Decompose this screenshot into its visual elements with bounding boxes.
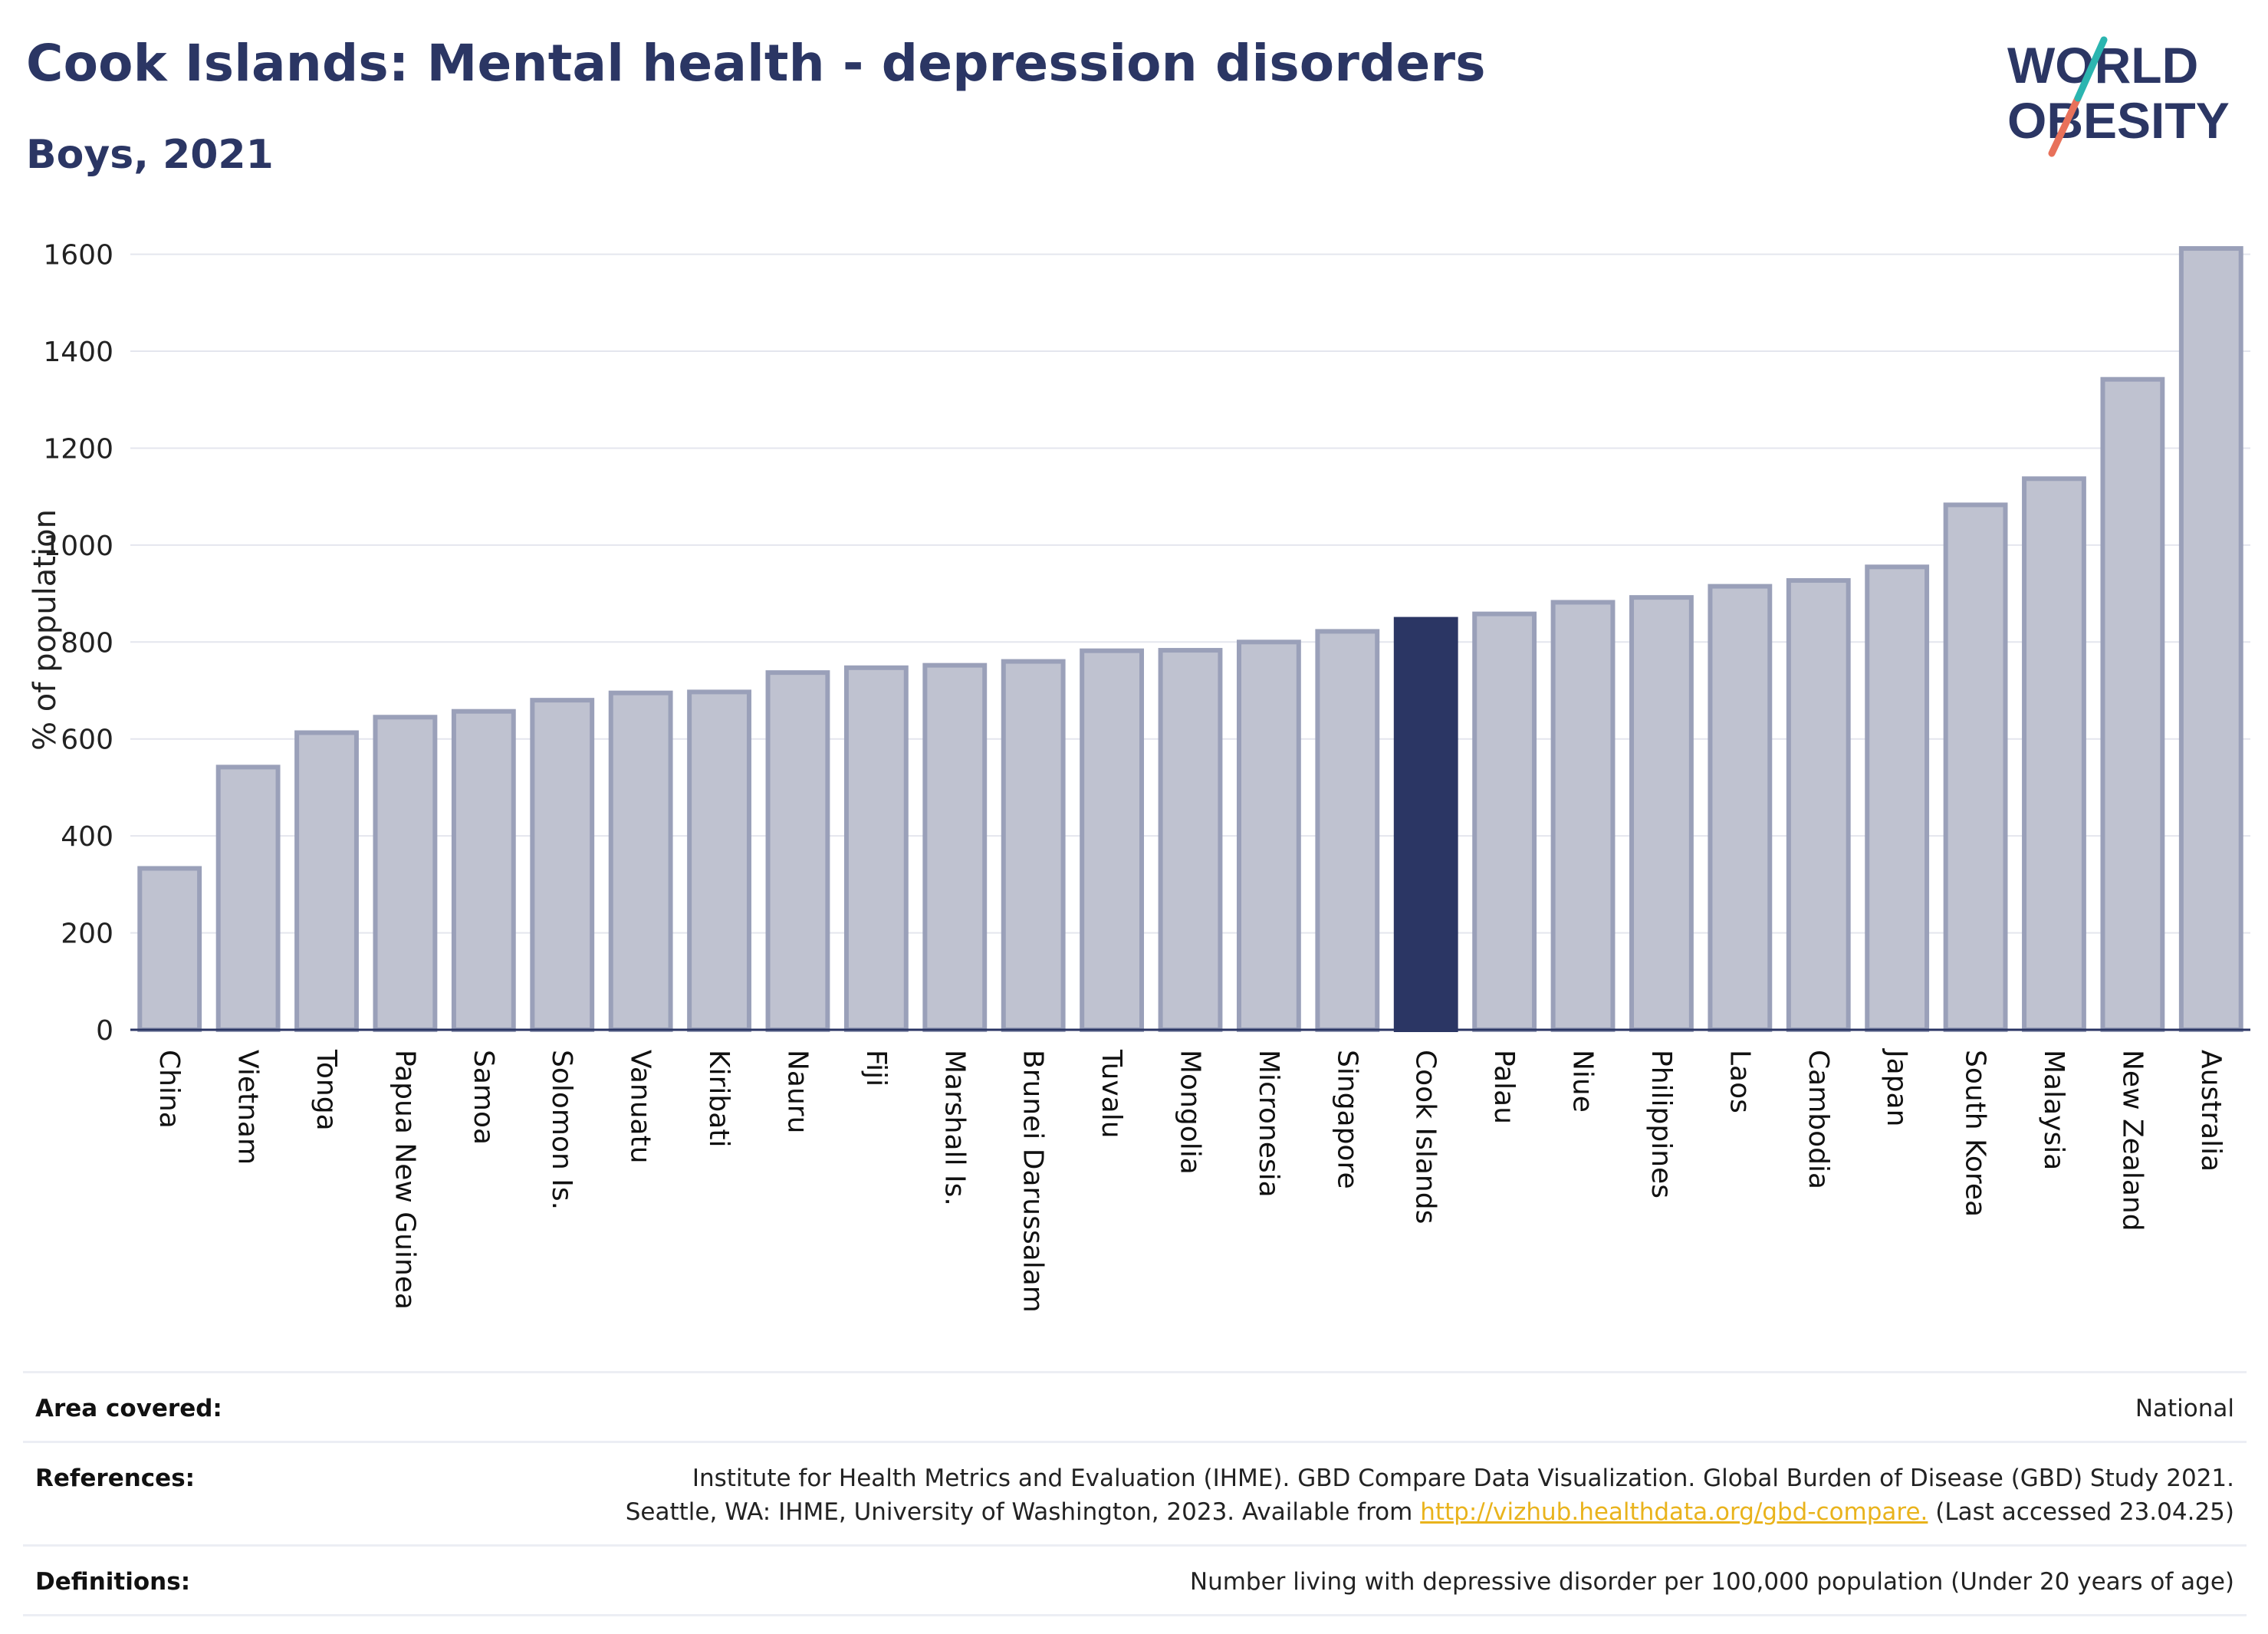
bar (1472, 611, 1537, 1032)
x-tick-label: Malaysia (2038, 1050, 2069, 1170)
x-tick-label: Tuvalu (1096, 1049, 1127, 1139)
bar (922, 662, 988, 1032)
bar (1001, 659, 1066, 1032)
logo-slash-upper (2074, 36, 2108, 102)
definitions-label: Definitions: (35, 1568, 191, 1596)
bar (215, 764, 281, 1033)
x-tick-label: Solomon Is. (546, 1050, 577, 1210)
x-tick-label: Marshall Is. (938, 1050, 970, 1206)
x-tick-label: Australia (2195, 1050, 2227, 1172)
y-tick-label: 1200 (43, 433, 113, 465)
x-tick-label: Fiji (860, 1050, 892, 1087)
x-tick-label: Papua New Guinea (389, 1050, 420, 1310)
bar (1236, 639, 1301, 1032)
bar (687, 689, 751, 1032)
logo-line-2: OBESITY (2007, 92, 2230, 149)
references-line-2-post: (Last accessed 23.04.25) (1928, 1498, 2234, 1526)
x-tick-label: Singapore (1331, 1050, 1362, 1189)
y-tick-label: 1000 (43, 531, 113, 562)
y-axis-title: % of population (28, 509, 63, 751)
x-tick-label: Tonga (311, 1049, 342, 1131)
bar (843, 665, 909, 1033)
y-tick-label: 600 (61, 725, 113, 756)
logo-slash-lower (2048, 94, 2082, 157)
x-tick-label: Kiribati (703, 1050, 735, 1147)
bar (1315, 629, 1380, 1032)
x-tick-label: Samoa (468, 1050, 499, 1145)
bar-highlighted (1393, 616, 1458, 1032)
bar (765, 670, 830, 1032)
references-link[interactable]: http://vizhub.healthdata.org/gbd-compare… (1420, 1498, 1928, 1526)
y-tick-label: 200 (61, 919, 113, 950)
bar (608, 690, 673, 1033)
bar (1708, 584, 1773, 1032)
x-tick-label: Philippines (1645, 1050, 1677, 1198)
info-row-area: Area covered: National (23, 1373, 2247, 1443)
y-tick-label: 400 (61, 821, 113, 853)
definitions-value: Number living with depressive disorder p… (1189, 1568, 2234, 1596)
world-obesity-logo: WORLD OBESITY (2007, 36, 2230, 157)
x-tick-label: Vanuatu (625, 1050, 656, 1164)
x-tick-label: Laos (1724, 1050, 1755, 1113)
bar (1629, 595, 1694, 1032)
bar (1786, 578, 1851, 1032)
references-line-2-pre: Seattle, WA: IHME, University of Washing… (625, 1498, 1421, 1526)
info-row-definitions: Definitions: Number living with depressi… (23, 1547, 2247, 1616)
x-tick-label: Japan (1881, 1048, 1912, 1126)
bar (2022, 476, 2086, 1032)
bar (1158, 648, 1223, 1032)
x-tick-label: South Korea (1960, 1050, 1991, 1217)
x-tick-label: Mongolia (1175, 1050, 1206, 1175)
bar (451, 709, 516, 1032)
x-tick-label: Cambodia (1803, 1050, 1834, 1189)
area-covered-label: Area covered: (35, 1395, 222, 1422)
y-tick-label: 1600 (43, 240, 113, 271)
x-tick-label: Micronesia (1253, 1050, 1284, 1198)
bar (137, 866, 202, 1033)
x-tick-label: Brunei Darussalam (1017, 1050, 1049, 1313)
bar-chart: 0 200 400 600 800 1000 1200 1400 1600 % of popula… (28, 240, 2250, 1313)
y-tick-label: 0 (96, 1015, 113, 1047)
x-tick-label: Vietnam (232, 1050, 264, 1165)
bar (1550, 600, 1616, 1032)
x-tick-label: Cook Islands (1410, 1050, 1441, 1224)
bar (373, 715, 438, 1032)
x-tick-label: New Zealand (2116, 1050, 2148, 1231)
info-row-references: References: Institute for Health Metrics… (23, 1443, 2247, 1547)
references-label: References: (35, 1465, 196, 1492)
x-tick-label: Niue (1567, 1050, 1599, 1113)
y-tick-label: 800 (61, 627, 113, 659)
bar (2100, 376, 2165, 1032)
info-table: Area covered: National References: Insti… (23, 1371, 2247, 1616)
bar (1943, 502, 2008, 1032)
x-tick-label: China (153, 1050, 185, 1129)
references-line-1: Institute for Health Metrics and Evaluat… (692, 1465, 2234, 1492)
page-subtitle: Boys, 2021 (26, 132, 274, 178)
bar (2178, 246, 2243, 1032)
bar (294, 730, 359, 1032)
bar (530, 698, 595, 1033)
page-title: Cook Islands: Mental health - depression… (26, 34, 1486, 93)
references-value: Institute for Health Metrics and Evaluat… (626, 1461, 2234, 1529)
x-tick-label: Nauru (781, 1050, 813, 1133)
bar (1080, 648, 1145, 1032)
bar (1865, 564, 1930, 1032)
y-tick-label: 1400 (43, 337, 113, 368)
area-covered-value: National (2135, 1395, 2234, 1422)
x-tick-label: Palau (1488, 1050, 1520, 1124)
